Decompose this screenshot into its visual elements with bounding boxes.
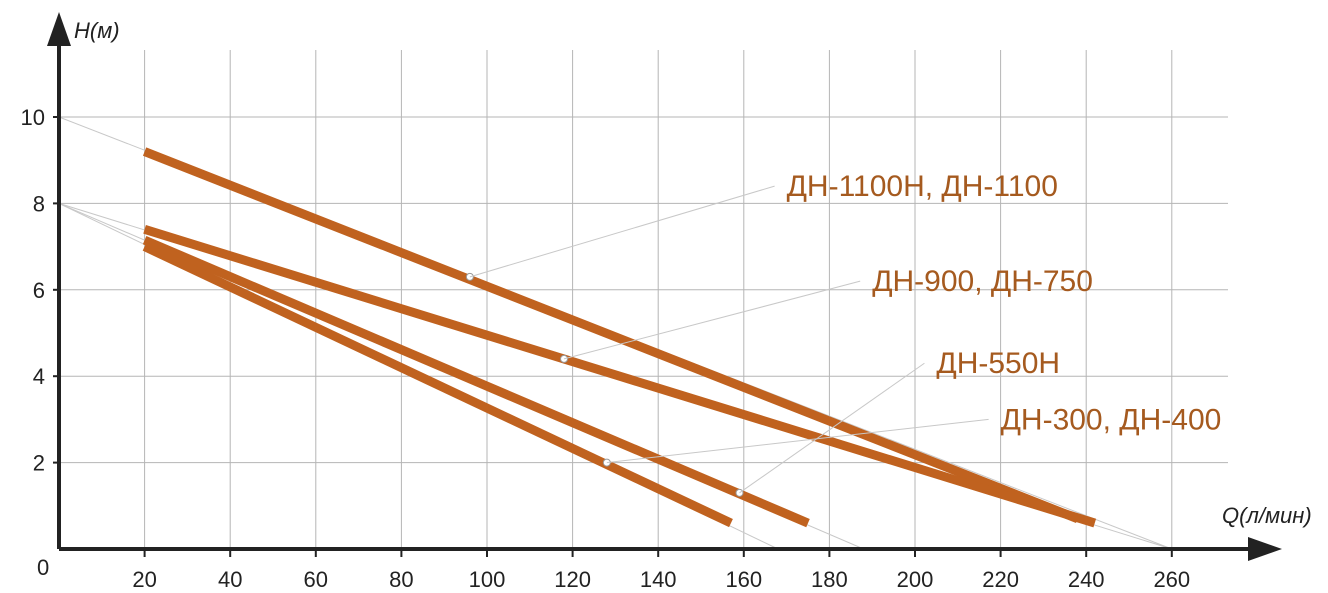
series-label: ДН-1100Н, ДН-1100 xyxy=(787,170,1058,203)
x-tick-label: 260 xyxy=(1153,567,1190,592)
series-line xyxy=(142,235,810,528)
curves xyxy=(142,147,1097,528)
x-tick-label: 80 xyxy=(389,567,413,592)
label-leader xyxy=(606,418,989,464)
x-tick-label: 200 xyxy=(897,567,934,592)
x-tick-label: 140 xyxy=(640,567,677,592)
x-tick-label: 40 xyxy=(218,567,242,592)
x-tick-label: 240 xyxy=(1068,567,1105,592)
series-label: ДН-550Н xyxy=(936,347,1060,380)
x-axis-label: Q(л/мин) xyxy=(1222,503,1312,528)
label-leader xyxy=(739,362,925,494)
y-tick-label: 6 xyxy=(33,278,45,303)
series-label: ДН-900, ДН-750 xyxy=(872,265,1093,298)
y-tick-label: 10 xyxy=(21,105,45,130)
grid xyxy=(59,50,1228,549)
y-tick-label: 2 xyxy=(33,451,45,476)
series-line xyxy=(143,225,1097,528)
series-label: ДН-300, ДН-400 xyxy=(1001,403,1222,436)
tick-labels: 20 40 60 80 100 120 140 160 180 200 220 240 26024681… xyxy=(21,105,1191,592)
y-tick-label: 4 xyxy=(33,364,45,389)
origin-label: 0 xyxy=(37,555,49,580)
x-tick-label: 100 xyxy=(469,567,506,592)
x-tick-label: 60 xyxy=(304,567,328,592)
y-tick-label: 8 xyxy=(33,191,45,216)
series-line xyxy=(142,242,733,528)
series-line xyxy=(142,147,1080,523)
x-tick-label: 160 xyxy=(725,567,762,592)
curve-labels: ДН-1100Н, ДН-1100 ДН-900, ДН-750 ДН-550Н ДН… xyxy=(787,170,1222,436)
label-leader xyxy=(563,280,861,360)
x-tick-label: 180 xyxy=(811,567,848,592)
axes xyxy=(47,12,1282,561)
x-tick-label: 120 xyxy=(554,567,591,592)
label-leader xyxy=(469,185,775,278)
x-tick-label: 20 xyxy=(132,567,156,592)
label-leaders xyxy=(469,185,989,494)
y-axis-arrow xyxy=(47,12,71,46)
x-axis-arrow xyxy=(1248,537,1282,561)
y-axis-label: H(м) xyxy=(74,18,120,43)
x-tick-label: 220 xyxy=(982,567,1019,592)
